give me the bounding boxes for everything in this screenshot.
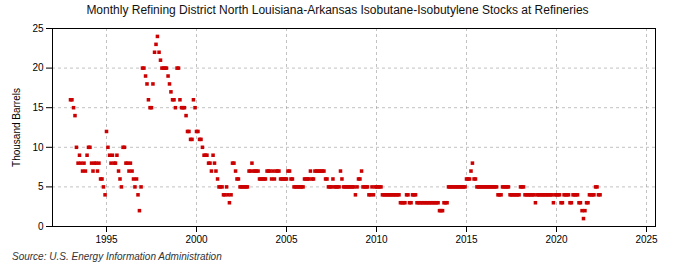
svg-text:2020: 2020 [545,234,568,245]
html-text:Source: U.S. Energy Informatio: Source: U.S. Energy Information Administ… [12,251,222,262]
svg-text:10: 10 [32,142,44,153]
svg-text:20: 20 [32,62,44,73]
svg-text:2015: 2015 [455,234,478,245]
svg-text:1995: 1995 [95,234,118,245]
svg-text:0: 0 [38,221,44,232]
svg-text:2010: 2010 [365,234,388,245]
svg-text:Thousand Barrels: Thousand Barrels [11,88,22,167]
html-text:Monthly Refining District Nort: Monthly Refining District North Louisian… [86,3,589,17]
svg-text:2025: 2025 [635,234,658,245]
svg-text:5: 5 [38,181,44,192]
svg-text:25: 25 [32,23,44,34]
svg-text:2000: 2000 [185,234,208,245]
svg-text:2005: 2005 [275,234,298,245]
svg-text:15: 15 [32,102,44,113]
